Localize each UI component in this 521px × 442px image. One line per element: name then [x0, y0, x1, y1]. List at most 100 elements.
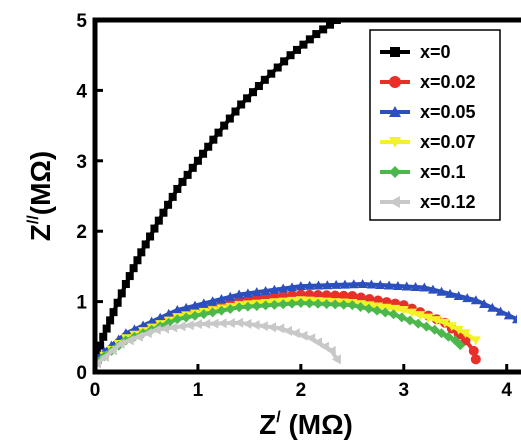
data-point	[355, 292, 366, 303]
data-point	[347, 290, 358, 301]
legend-entry: x=0.02	[380, 72, 476, 92]
data-point	[192, 319, 202, 330]
data-point	[443, 331, 454, 342]
data-point	[207, 307, 218, 318]
data-point	[115, 338, 125, 349]
data-point	[243, 94, 252, 103]
data-point	[348, 279, 359, 289]
data-point	[468, 345, 479, 356]
data-point	[436, 286, 447, 296]
data-point	[267, 69, 276, 78]
data-point	[242, 288, 253, 298]
data-point	[99, 351, 109, 362]
data-point	[242, 318, 252, 329]
data-point	[326, 345, 336, 356]
data-point	[183, 170, 192, 179]
data-point	[290, 328, 300, 339]
data-point	[154, 216, 163, 225]
data-point	[151, 324, 161, 335]
data-point	[306, 333, 316, 344]
data-point	[453, 325, 464, 335]
data-point	[204, 142, 213, 151]
data-point	[96, 341, 105, 350]
data-point	[455, 340, 466, 351]
data-point	[250, 319, 260, 330]
data-point	[322, 280, 333, 290]
data-point	[225, 318, 235, 329]
y-tick-label: 5	[76, 11, 87, 32]
data-point	[248, 88, 257, 97]
data-point	[189, 300, 200, 310]
data-point	[95, 350, 102, 359]
data-point	[193, 156, 202, 165]
data-point	[338, 290, 349, 301]
data-point	[121, 280, 130, 288]
data-point	[313, 337, 323, 348]
data-point	[313, 280, 324, 290]
data-point	[319, 25, 328, 34]
data-point	[209, 318, 219, 329]
data-point	[102, 324, 111, 333]
data-point	[178, 177, 187, 186]
data-point	[487, 302, 498, 312]
y-tick-label: 1	[76, 293, 87, 314]
legend-marker	[389, 196, 400, 208]
data-point	[295, 298, 306, 309]
data-point	[479, 298, 490, 308]
data-point	[339, 279, 350, 289]
data-point	[404, 315, 415, 326]
y-tick-label: 2	[76, 222, 87, 243]
plot-area	[95, 20, 517, 369]
y-tick-label: 0	[76, 363, 87, 384]
data-point	[330, 299, 341, 310]
data-point	[125, 272, 134, 281]
data-point	[163, 308, 174, 318]
data-point	[258, 321, 268, 332]
data-point	[133, 256, 142, 265]
data-point	[198, 309, 209, 320]
data-point	[260, 285, 271, 295]
data-point	[298, 330, 308, 341]
data-point	[234, 317, 244, 328]
data-point	[398, 306, 409, 316]
data-point	[423, 313, 434, 323]
data-point	[431, 316, 442, 326]
legend-box	[369, 29, 501, 221]
data-point	[237, 100, 246, 109]
data-point	[512, 314, 517, 324]
data-point	[234, 289, 245, 299]
data-point	[273, 63, 282, 72]
data-point	[357, 279, 368, 288]
data-point	[275, 323, 285, 334]
data-point	[113, 298, 122, 307]
data-point	[503, 310, 514, 320]
data-point	[462, 293, 473, 303]
legend-label: x=0.12	[420, 192, 476, 212]
y-tick-label: 3	[76, 152, 87, 173]
data-point	[234, 302, 245, 313]
data-point	[295, 281, 306, 291]
data-point	[421, 321, 432, 332]
data-point	[95, 358, 102, 369]
data-point	[366, 279, 377, 289]
plot-frame	[92, 17, 521, 375]
data-point	[260, 75, 269, 84]
x-tick-label: 2	[296, 380, 307, 401]
series-x=0.12	[95, 317, 341, 369]
data-point	[181, 302, 192, 312]
data-point	[312, 30, 321, 39]
data-point	[436, 328, 447, 339]
legend-label: x=0.02	[420, 72, 476, 92]
data-point	[231, 107, 240, 116]
data-point	[267, 322, 277, 333]
data-point	[129, 264, 138, 273]
data-point	[429, 324, 440, 335]
data-point	[304, 280, 315, 290]
data-point	[372, 305, 383, 316]
data-point	[214, 128, 223, 137]
data-point	[172, 314, 183, 325]
data-point	[419, 282, 430, 292]
data-point	[450, 335, 461, 346]
data-point	[137, 248, 146, 257]
